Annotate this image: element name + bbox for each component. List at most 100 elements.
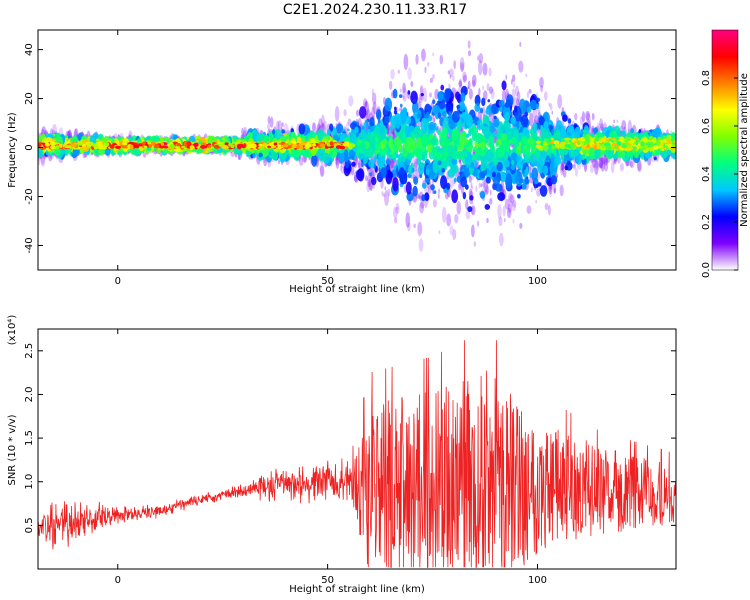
- spectrogram-cell: [410, 80, 414, 88]
- spectrogram-cell: [509, 151, 512, 155]
- spectrogram-cell: [480, 183, 483, 188]
- spectrogram-cell: [382, 192, 386, 198]
- spectrogram-cell: [471, 79, 476, 88]
- spectrogram-cell: [394, 106, 397, 111]
- spectrogram-cell: [432, 115, 435, 120]
- spectrogram-cell: [459, 61, 465, 70]
- spectrogram-cell: [505, 74, 508, 80]
- spectrogram-cell: [366, 182, 371, 193]
- spectrogram-cell: [518, 60, 524, 73]
- spectrogram-cell: [350, 166, 355, 176]
- spectrogram-cell: [603, 160, 609, 172]
- spectrogram-cell: [362, 98, 368, 109]
- spectrogram-cell: [449, 225, 454, 236]
- spectrogram-cell: [486, 217, 489, 224]
- spectrogram-cell: [616, 119, 619, 123]
- spectrogram-cell: [471, 185, 474, 190]
- spectrogram-cell: [629, 161, 633, 168]
- spectrogram-cell: [519, 41, 522, 47]
- spectrogram-cell: [526, 91, 530, 98]
- spectrogram-cell: [498, 99, 505, 108]
- spectrogram-cell: [384, 186, 387, 191]
- spectrogram-cell: [407, 67, 412, 80]
- spectrogram-cell: [267, 123, 271, 130]
- spectrogram-cell: [514, 85, 520, 97]
- spectrogram-cell: [462, 191, 467, 200]
- spectrogram-cell: [368, 183, 373, 191]
- spectrogram-cell: [40, 153, 46, 167]
- spectrogram-cell: [625, 160, 629, 167]
- spectrogram-cell: [269, 116, 274, 128]
- spectrogram-cell: [469, 127, 475, 133]
- spectrogram-cell: [283, 123, 289, 137]
- spectrogram-cell: [653, 156, 657, 161]
- spectrogram-cell: [458, 182, 462, 191]
- spectrogram-cell: [394, 217, 398, 224]
- spectrogram-cell: [381, 190, 384, 197]
- spectrogram-cell: [402, 87, 408, 102]
- spectrogram-cell: [413, 176, 419, 185]
- spectrogram-cell: [613, 119, 616, 124]
- spectrogram-cell: [398, 107, 401, 112]
- spectrogram-cell: [407, 222, 411, 232]
- spectrogram-cell: [560, 167, 565, 176]
- spectrogram-cell: [417, 221, 422, 237]
- spectrogram-cell: [478, 53, 484, 64]
- spectrogram-cell: [510, 79, 513, 85]
- spectrogram-cell: [589, 163, 594, 174]
- spectrogram-cell: [393, 157, 397, 162]
- spectrogram-cell: [412, 185, 418, 197]
- spectrogram-cell: [490, 88, 495, 100]
- spectrogram-cell: [432, 73, 435, 80]
- spectrogram-cell: [370, 176, 377, 186]
- spectrogram-cell: [559, 184, 564, 197]
- spectrogram-cell: [512, 218, 515, 224]
- spectrogram-cell: [544, 91, 548, 101]
- spectrogram-cell: [476, 55, 480, 61]
- spectrogram-cell: [402, 95, 405, 99]
- spectrogram-cell: [459, 56, 465, 72]
- spectrogram-cell: [601, 164, 604, 170]
- spectrogram-cell: [424, 66, 427, 74]
- spectrogram-cell: [462, 74, 467, 82]
- spectrogram-cell: [391, 158, 394, 165]
- spectrogram-cell: [489, 197, 493, 205]
- spectrogram-cell: [497, 192, 506, 202]
- spectrogram-cell: [532, 107, 537, 120]
- spectrogram-cell: [390, 69, 395, 80]
- spectrogram-cell: [440, 84, 445, 91]
- spectrogram-cell: [396, 107, 399, 113]
- spectrogram-cell: [367, 178, 372, 188]
- spectrogram-cell: [387, 124, 391, 132]
- spectrogram-cell: [421, 194, 426, 202]
- spectrogram-cell: [407, 90, 411, 95]
- spectrogram-cell: [605, 157, 609, 164]
- spectrogram-cell: [367, 176, 371, 187]
- spectrogram-cell: [449, 74, 452, 80]
- spectrogram-cell: [530, 187, 533, 193]
- spectrogram-heatmap: [38, 40, 676, 252]
- spectrogram-cell: [425, 150, 429, 153]
- spectrogram-cell: [482, 106, 486, 117]
- spectrogram-cell: [421, 48, 426, 62]
- spectrogram-cell: [528, 88, 532, 94]
- spectrogram-cell: [599, 157, 602, 162]
- spectrogram-cell: [475, 185, 478, 193]
- spectrogram-cell: [488, 86, 493, 94]
- spectrogram-cell: [476, 220, 480, 227]
- spectrogram-cell: [429, 77, 433, 83]
- spectrogram-cell: [267, 115, 271, 124]
- spectrogram-cell: [599, 159, 603, 169]
- spectrogram-cell: [559, 167, 562, 171]
- spectrogram-cell: [470, 182, 473, 188]
- spectrogram-cell: [455, 91, 461, 101]
- spectrogram-cell: [373, 155, 377, 162]
- spectrogram-cell: [357, 159, 362, 169]
- spectrogram-cell: [413, 223, 416, 229]
- spectrogram-cell: [371, 106, 375, 119]
- spectrogram-cell: [539, 185, 548, 197]
- spectrogram-cell: [511, 203, 517, 212]
- spectrogram-cell: [439, 54, 444, 65]
